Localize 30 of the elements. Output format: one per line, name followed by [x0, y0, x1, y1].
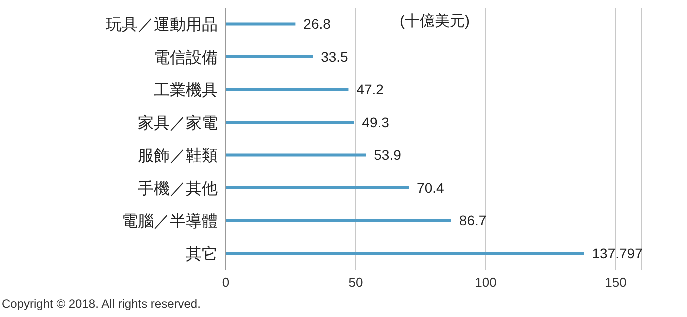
data-label: 47.2 [356, 82, 384, 98]
y-tick-label: 其它 [186, 245, 218, 264]
data-label: 26.8 [304, 16, 332, 32]
bar [226, 219, 452, 222]
bar [226, 154, 366, 157]
data-label: 137.797 [592, 245, 644, 262]
y-tick-label: 電信設備 [154, 48, 218, 67]
bar [226, 252, 584, 255]
x-tick-label: 50 [348, 275, 364, 290]
data-label: 70.4 [417, 180, 444, 196]
data-label: 33.5 [321, 48, 349, 65]
bar [226, 120, 354, 124]
bar [226, 88, 349, 92]
annotation: (十億美元) [400, 12, 470, 31]
x-tick-label: 150 [605, 275, 627, 290]
data-label: 53.9 [374, 147, 402, 164]
x-tick-label: 0 [222, 275, 230, 290]
data-label: 86.7 [459, 212, 487, 229]
y-tick-label: 工業機具 [154, 82, 218, 100]
y-tick-label: 服飾／鞋類 [138, 147, 218, 166]
bar [226, 186, 410, 190]
bar [226, 22, 296, 26]
bar [226, 55, 314, 58]
x-tick-label: 100 [475, 275, 497, 290]
y-tick-label: 家具／家電 [138, 114, 218, 132]
y-tick-label: 電腦／半導體 [122, 212, 218, 231]
y-tick-label: 玩具／運動用品 [106, 17, 218, 34]
data-label: 49.3 [362, 114, 390, 130]
text: Copyright © 2018. All rights reserved. [2, 297, 201, 311]
y-tick-label: 手機／其他 [138, 180, 218, 198]
